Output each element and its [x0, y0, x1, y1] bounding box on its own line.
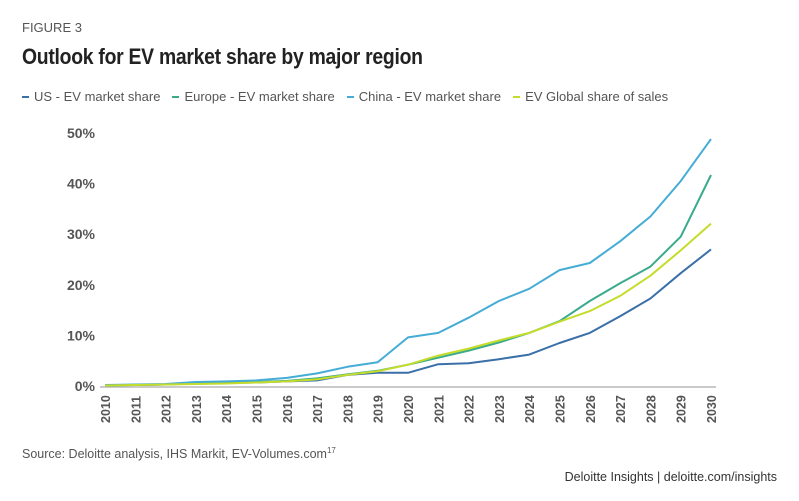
x-tick-label: 2016: [281, 395, 295, 423]
legend: US - EV market share Europe - EV market s…: [22, 89, 668, 104]
legend-label: China - EV market share: [358, 89, 502, 104]
x-tick-label: 2026: [584, 395, 598, 423]
x-tick-label: 2018: [341, 395, 355, 423]
x-tick-label: 2012: [160, 395, 174, 423]
x-tick-label: 2020: [402, 395, 416, 423]
x-tick-label: 2015: [251, 395, 265, 423]
x-tick-label: 2011: [129, 396, 143, 423]
y-tick-label: 30%: [67, 226, 96, 242]
legend-label: Europe - EV market share: [184, 89, 335, 104]
x-tick-label: 2017: [311, 395, 325, 423]
series-line-2: [104, 138, 712, 386]
source-note: Source: Deloitte analysis, IHS Markit, E…: [22, 446, 336, 461]
legend-label: EV Global share of sales: [525, 89, 669, 104]
x-tick-label: 2025: [554, 395, 568, 423]
x-tick-label: 2022: [463, 395, 477, 423]
y-tick-label: 20%: [67, 277, 96, 293]
legend-swatch: [346, 95, 354, 98]
x-tick-label: 2024: [523, 395, 537, 423]
chart-title: Outlook for EV market share by major reg…: [22, 44, 423, 69]
legend-item: China - EV market share: [346, 89, 502, 104]
x-tick-label: 2030: [705, 395, 719, 423]
y-tick-label: 10%: [67, 327, 96, 343]
x-tick-label: 2014: [220, 395, 234, 423]
legend-label: US - EV market share: [34, 89, 161, 104]
x-tick-label: 2019: [372, 395, 386, 423]
y-tick-label: 0%: [75, 378, 96, 394]
legend-item: EV Global share of sales: [513, 89, 668, 104]
legend-swatch: [22, 95, 29, 98]
credit: Deloitte Insights | deloitte.com/insight…: [564, 470, 777, 484]
legend-item: US - EV market share: [22, 89, 160, 104]
x-tick-label: 2021: [432, 395, 446, 423]
x-tick-label: 2013: [190, 395, 204, 423]
source-text: Source: Deloitte analysis, IHS Markit, E…: [22, 447, 327, 462]
line-chart: 0% 10% 20% 30% 40% 50% 2010 2011 2012 2013 2014 201…: [67, 125, 719, 423]
x-tick-label: 2023: [493, 395, 507, 423]
legend-item: Europe - EV market share: [172, 89, 335, 104]
source-footnote: 17: [326, 446, 336, 455]
x-tick-label: 2029: [675, 395, 689, 423]
x-tick-label: 2028: [644, 395, 658, 423]
x-tick-label: 2010: [99, 395, 113, 423]
figure-label: FIGURE 3: [22, 20, 82, 35]
series-line-1: [104, 174, 712, 387]
y-tick-label: 50%: [67, 125, 96, 141]
series-line-3: [104, 222, 712, 387]
legend-swatch: [513, 95, 521, 98]
x-tick-label: 2027: [614, 395, 628, 423]
y-tick-label: 40%: [67, 176, 96, 192]
legend-swatch: [172, 95, 180, 98]
